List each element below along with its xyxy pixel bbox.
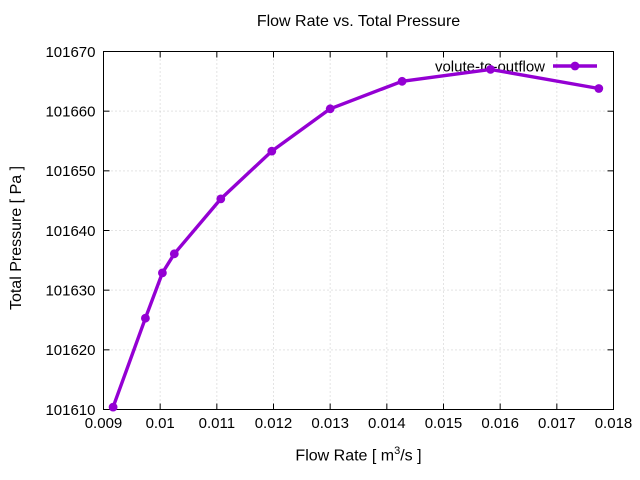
x-axis-label-superscript: 3 bbox=[394, 445, 401, 457]
y-tick-label: 101670 bbox=[45, 44, 95, 61]
x-axis-label-prefix: Flow Rate [ m bbox=[295, 447, 395, 465]
data-point-marker bbox=[486, 65, 495, 74]
x-tick-label: 0.017 bbox=[538, 415, 576, 432]
x-tick-label: 0.016 bbox=[481, 415, 519, 432]
x-tick-label: 0.009 bbox=[85, 415, 123, 432]
x-tick-label: 0.011 bbox=[199, 415, 235, 432]
x-tick-label: 0.013 bbox=[311, 415, 349, 432]
data-point-marker bbox=[108, 402, 118, 412]
x-tick-label: 0.015 bbox=[425, 415, 463, 432]
y-tick-label: 101660 bbox=[45, 103, 95, 120]
data-point-marker bbox=[267, 146, 277, 156]
data-point-marker bbox=[158, 268, 167, 278]
y-tick-label: 101620 bbox=[45, 342, 95, 359]
x-tick-label: 0.018 bbox=[595, 415, 633, 432]
x-tick-label: 0.01 bbox=[146, 415, 175, 432]
data-point-marker bbox=[325, 104, 335, 114]
y-tick-label: 101610 bbox=[45, 402, 95, 419]
chart-title: Flow Rate vs. Total Pressure bbox=[256, 13, 461, 30]
y-tick-label: 101650 bbox=[45, 163, 95, 180]
data-point-marker bbox=[169, 249, 179, 259]
x-tick-label: 0.014 bbox=[368, 415, 406, 432]
data-point-marker bbox=[141, 313, 150, 323]
y-tick-label: 101630 bbox=[45, 282, 95, 299]
x-tick-label: 0.012 bbox=[255, 415, 293, 432]
x-axis-label: Flow Rate [ m3/s ] bbox=[103, 440, 614, 467]
y-tick-label: 101640 bbox=[45, 223, 95, 240]
plot-border bbox=[103, 51, 614, 410]
series-line bbox=[111, 67, 601, 409]
x-axis-label-suffix: /s ] bbox=[400, 447, 422, 465]
data-point-marker bbox=[216, 194, 226, 204]
data-point-marker bbox=[397, 76, 407, 86]
data-point-marker bbox=[594, 84, 604, 93]
legend-sample-marker bbox=[570, 61, 580, 71]
